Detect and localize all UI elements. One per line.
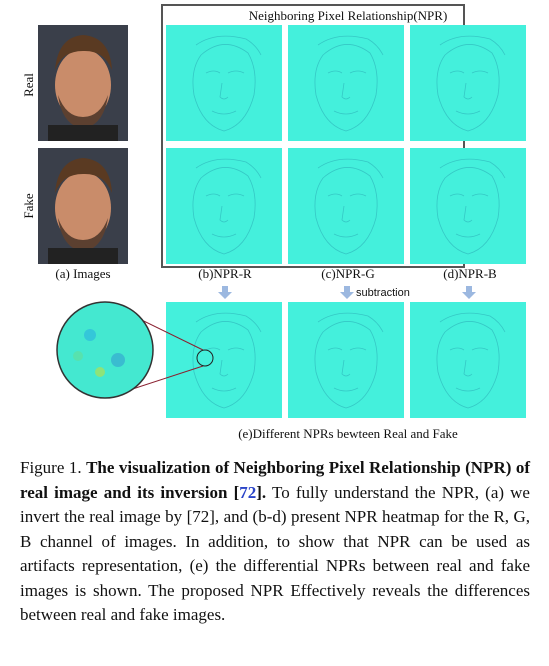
caption-body: To fully understand the NPR, (a) we inve… — [20, 482, 530, 625]
row-label: Fake — [21, 193, 36, 219]
caption-title-end: ]. — [256, 482, 267, 502]
row-label: Real — [21, 73, 36, 97]
caption-label: Figure 1. — [20, 458, 82, 477]
zoom — [56, 301, 214, 399]
arrow-label: subtraction — [356, 287, 410, 299]
caption-ref[interactable]: 72 — [239, 482, 257, 502]
figure-caption: Figure 1. The visualization of Neighbori… — [20, 456, 530, 628]
caption-title: The visualization of Neighboring Pixel R… — [20, 458, 531, 502]
figure: Neighboring Pixel Relationship(NPR) Real… — [21, 4, 526, 441]
heatmaps — [166, 25, 526, 418]
column-label: (d)NPR-B — [443, 266, 497, 281]
column-label: (c)NPR-G — [321, 266, 374, 281]
column-label: (b)NPR-R — [198, 266, 252, 281]
column-label: (a) Images — [55, 266, 110, 281]
panel-title: Neighboring Pixel Relationship(NPR) — [249, 8, 448, 23]
arrows — [218, 286, 476, 299]
fake-image — [38, 148, 128, 264]
bottom-caption: (e)Different NPRs bewteen Real and Fake — [238, 426, 458, 441]
real-image — [38, 25, 128, 141]
